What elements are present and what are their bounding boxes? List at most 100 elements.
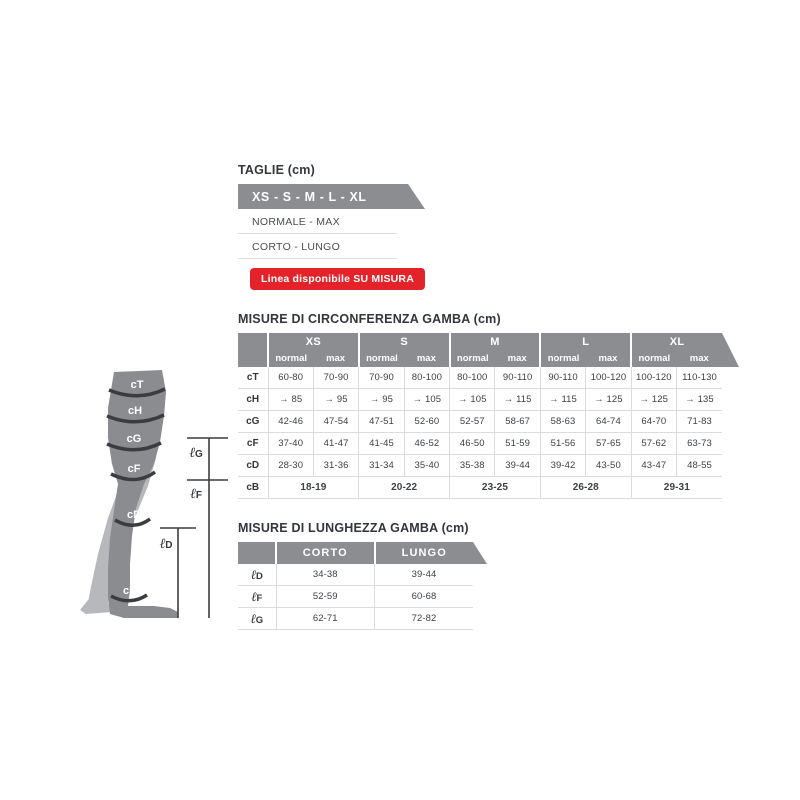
cell-cg-l-normal: 58-63 xyxy=(540,410,587,433)
cell-ct-m-normal: 80-100 xyxy=(449,367,496,389)
cell-cd-xs-normal: 28-30 xyxy=(268,454,314,477)
cell-cg-xs-max: 47-54 xyxy=(313,410,360,433)
cell-cb-m: 23-25 xyxy=(449,476,541,499)
ell-symbol-g: ℓ xyxy=(250,610,256,626)
cell-cg-s-normal: 47-51 xyxy=(358,410,405,433)
sizes-section: TAGLIE (cm) XS - S - M - L - XL NORMALE … xyxy=(238,163,738,290)
diagram-length-lf: ℓF xyxy=(190,487,202,502)
cell-cf-m-max: 51-59 xyxy=(494,432,541,455)
cell-lg-lungo: 72-82 xyxy=(374,607,473,630)
cell-cd-xl-max: 48-55 xyxy=(676,454,722,477)
cell-cf-xl-normal: 57-62 xyxy=(631,432,678,455)
cell-cf-xs-normal: 37-40 xyxy=(268,432,314,455)
row-label-cf: cF xyxy=(238,432,269,455)
diagram-length-ld: ℓD xyxy=(159,537,172,552)
cell-cf-xl-max: 63-73 xyxy=(676,432,722,455)
header-row-subs: normal max normal max normal max normal … xyxy=(238,350,722,367)
cell-ch-m-max: → 115 xyxy=(494,388,541,411)
header-s-normal: normal xyxy=(358,350,405,367)
band-cH xyxy=(106,413,165,424)
length-header-tail xyxy=(473,542,487,564)
length-table-body: ℓD 34-38 39-44 ℓF 52-59 60-68 ℓG 62-71 7… xyxy=(238,564,473,630)
cell-ch-xl-max: → 135 xyxy=(676,388,722,411)
header-l-max: max xyxy=(585,350,633,367)
cell-cf-s-normal: 41-45 xyxy=(358,432,405,455)
cell-ld-lungo: 39-44 xyxy=(374,564,473,586)
cell-cf-l-max: 57-65 xyxy=(585,432,632,455)
cell-ct-s-normal: 70-90 xyxy=(358,367,405,389)
header-size-s: S xyxy=(358,333,451,350)
cell-ct-xl-normal: 100-120 xyxy=(631,367,678,389)
cell-cg-m-max: 58-67 xyxy=(494,410,541,433)
front-leg-silhouette xyxy=(108,370,178,618)
row-label-ld: ℓD xyxy=(238,564,277,586)
cell-ct-xs-normal: 60-80 xyxy=(268,367,314,389)
cell-cd-s-normal: 31-34 xyxy=(358,454,405,477)
header-xl-max: max xyxy=(676,350,722,367)
cell-lg-corto: 62-71 xyxy=(276,607,375,630)
sizes-band-label: XS - S - M - L - XL xyxy=(252,189,367,204)
diagram-label-cb: cB xyxy=(123,585,137,597)
cell-cg-m-normal: 52-57 xyxy=(449,410,496,433)
cell-cg-l-max: 64-74 xyxy=(585,410,632,433)
table-row: ℓF 52-59 60-68 xyxy=(238,585,473,608)
cell-ct-xs-max: 70-90 xyxy=(313,367,360,389)
cell-cd-m-max: 39-44 xyxy=(494,454,541,477)
header-size-m: M xyxy=(449,333,542,350)
cell-cd-xs-max: 31-36 xyxy=(313,454,360,477)
cell-cd-s-max: 35-40 xyxy=(404,454,451,477)
header-xl-normal: normal xyxy=(631,350,677,367)
ell-symbol-d: ℓ xyxy=(250,566,257,582)
circumference-title: MISURE DI CIRCONFERENZA GAMBA (cm) xyxy=(238,312,501,326)
cell-cb-xs: 18-19 xyxy=(268,476,360,499)
header-row-length: CORTO LUNGO xyxy=(238,542,473,564)
spacer-1 xyxy=(238,290,738,312)
header-corner-blank-2 xyxy=(238,350,269,367)
band-cT xyxy=(108,387,166,398)
cell-cb-l: 26-28 xyxy=(540,476,632,499)
length-title: MISURE DI LUNGHEZZA GAMBA (cm) xyxy=(238,521,469,535)
table-row: ℓD 34-38 39-44 xyxy=(238,564,473,586)
cell-ct-l-max: 100-120 xyxy=(585,367,632,389)
length-header-corto: CORTO xyxy=(276,542,376,564)
cell-ch-l-max: → 125 xyxy=(585,388,632,411)
band-cB xyxy=(110,593,148,603)
cell-cg-s-max: 52-60 xyxy=(404,410,451,433)
sizes-band: XS - S - M - L - XL xyxy=(238,184,425,209)
ell-sub-d: D xyxy=(256,570,263,582)
cell-cg-xl-max: 71-83 xyxy=(676,410,722,433)
ell-sub-f: F xyxy=(256,592,263,604)
header-m-normal: normal xyxy=(449,350,495,367)
cell-ch-xs-normal: → 85 xyxy=(268,388,314,411)
header-xs-normal: normal xyxy=(268,350,314,367)
cell-lf-corto: 52-59 xyxy=(276,585,375,608)
cell-cf-s-max: 46-52 xyxy=(404,432,451,455)
cell-cd-l-max: 43-50 xyxy=(585,454,632,477)
row-label-cd: cD xyxy=(238,454,269,477)
table-row: cT 60-80 70-90 70-90 80-100 80-100 90-11… xyxy=(238,367,722,389)
length-table-head: CORTO LUNGO xyxy=(238,542,473,564)
cell-ct-m-max: 90-110 xyxy=(494,367,541,389)
diagram-label-ct: cT xyxy=(131,379,144,391)
length-table-wrap: CORTO LUNGO ℓD 34-38 39-44 ℓF 52-59 60-6… xyxy=(238,542,738,630)
row-label-cb: cB xyxy=(238,476,269,499)
diagram-label-cg: cG xyxy=(127,433,142,445)
length-header-corner-blank xyxy=(238,542,277,564)
header-size-xs: XS xyxy=(268,333,360,350)
circumference-table-head: XS S M L XL normal max normal max normal… xyxy=(238,333,722,367)
header-row-sizes: XS S M L XL xyxy=(238,333,722,350)
made-to-measure-badge: Linea disponibile SU MISURA xyxy=(250,268,425,290)
row-label-lg: ℓG xyxy=(238,607,277,630)
header-size-l: L xyxy=(540,333,633,350)
diagram-length-lg: ℓG xyxy=(189,446,203,461)
cell-cg-xs-normal: 42-46 xyxy=(268,410,314,433)
cell-ct-xl-max: 110-130 xyxy=(676,367,722,389)
row-label-cg: cG xyxy=(238,410,269,433)
cell-cg-xl-normal: 64-70 xyxy=(631,410,678,433)
size-option-corto-lungo: CORTO - LUNGO xyxy=(238,234,397,259)
cell-ld-corto: 34-38 xyxy=(276,564,375,586)
row-label-ch: cH xyxy=(238,388,269,411)
table-row: cH → 85 → 95 → 95 → 105 → 105 → 115 → 11… xyxy=(238,388,722,411)
diagram-label-cd: cD xyxy=(127,509,141,521)
row-label-lf: ℓF xyxy=(238,585,277,608)
